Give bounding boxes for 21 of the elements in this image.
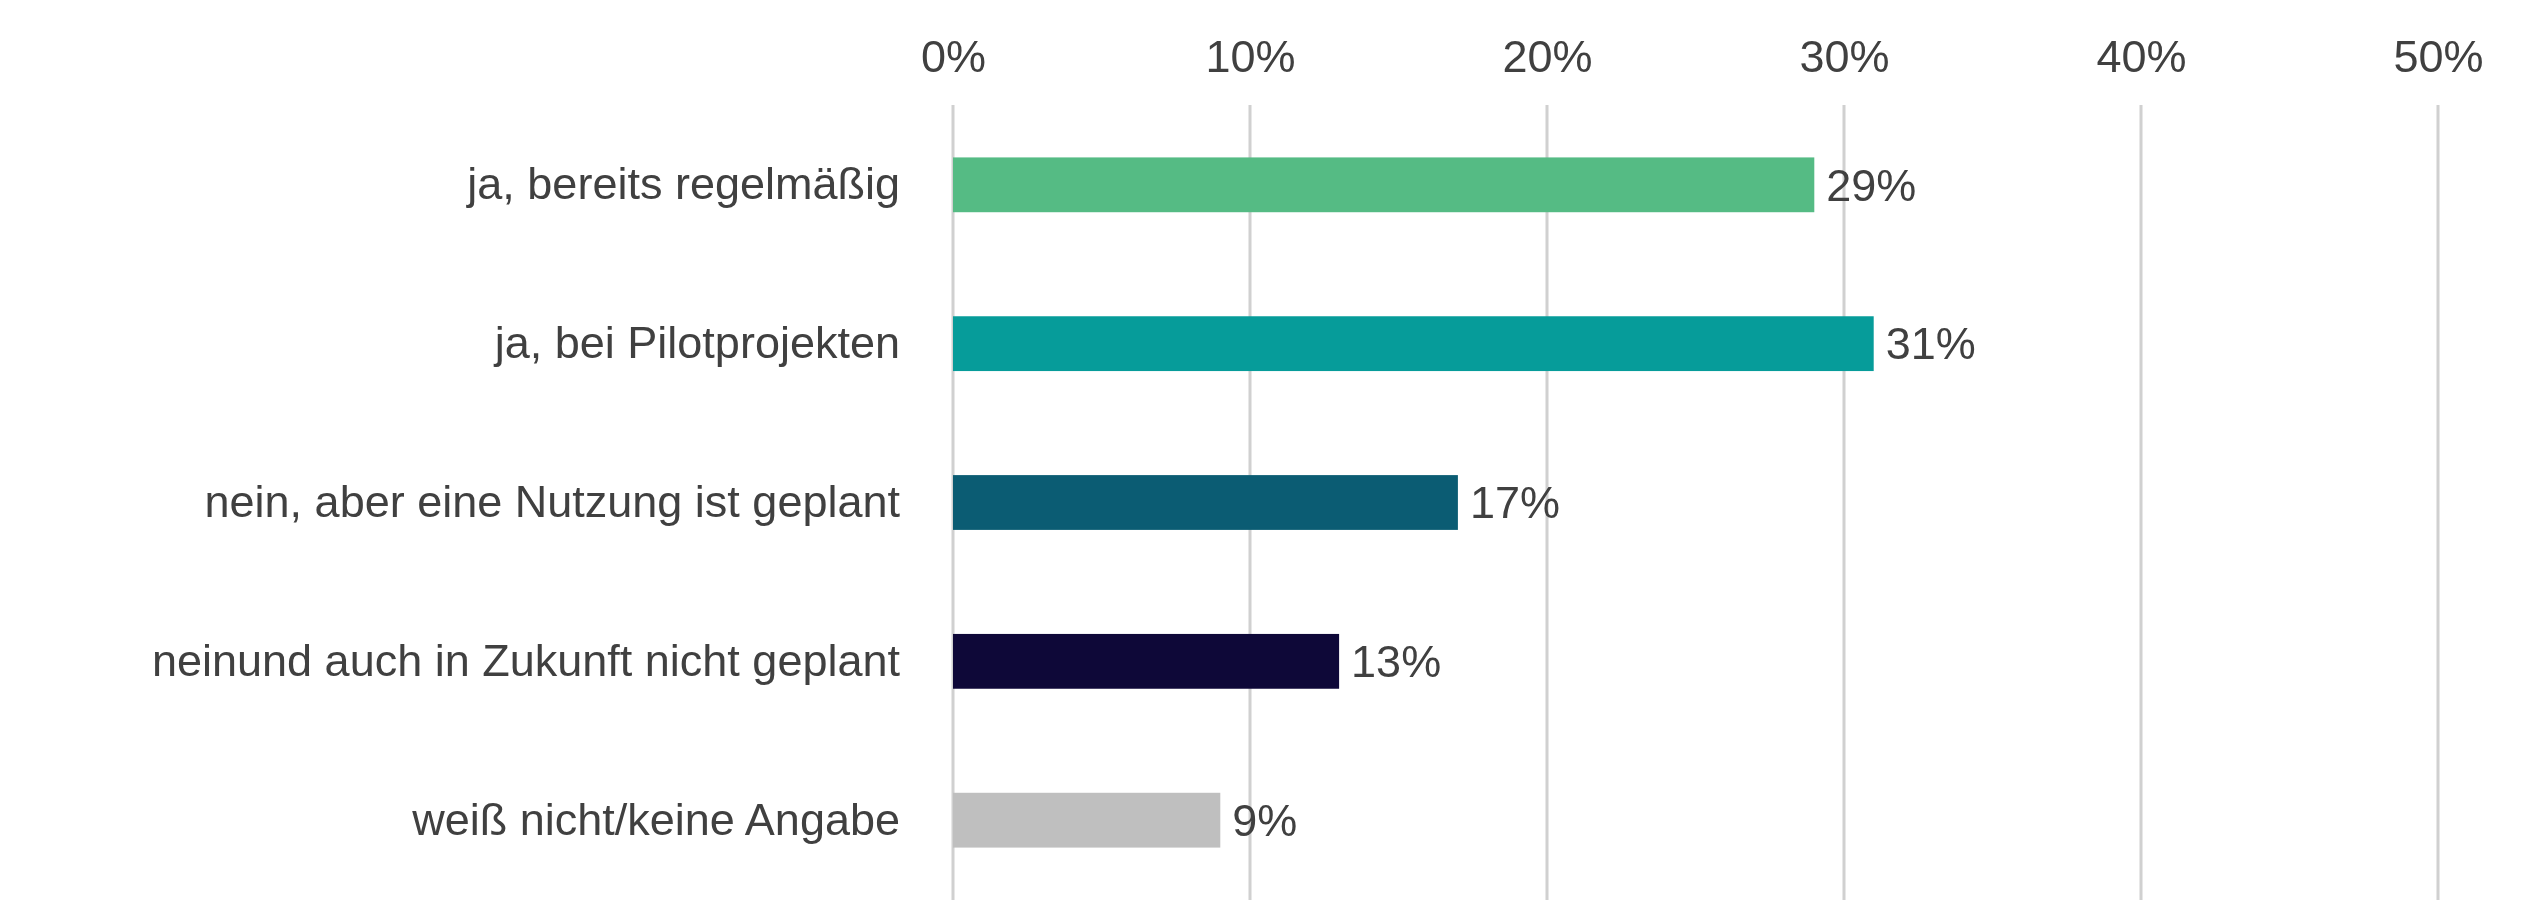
data-label: 29% [1826,159,1917,211]
bar [953,475,1458,530]
x-tick-label: 20% [1502,31,1593,82]
data-label: 17% [1469,477,1560,529]
data-label: 9% [1232,794,1298,846]
x-tick-label: 10% [1205,31,1296,82]
y-tick-label: nein, aber eine Nutzung ist geplant [204,475,901,527]
bar [953,316,1874,372]
data-label: 13% [1351,636,1442,688]
x-tick-label: 0% [920,31,987,82]
bar [953,157,1815,213]
x-tick-label: 40% [2096,31,2187,82]
y-tick-label: ja, bereits regelmäßig [465,158,900,210]
y-tick-label: weiß nicht/keine Angabe [411,793,900,845]
data-label: 31% [1885,318,1976,370]
bar [953,792,1221,848]
y-tick-label: neinund auch in Zukunft nicht geplant [151,634,901,686]
x-tick-label: 30% [1799,31,1890,82]
y-tick-label: ja, bei Pilotprojekten [492,317,900,369]
x-tick-label: 50% [2393,31,2484,82]
bar [953,633,1340,689]
